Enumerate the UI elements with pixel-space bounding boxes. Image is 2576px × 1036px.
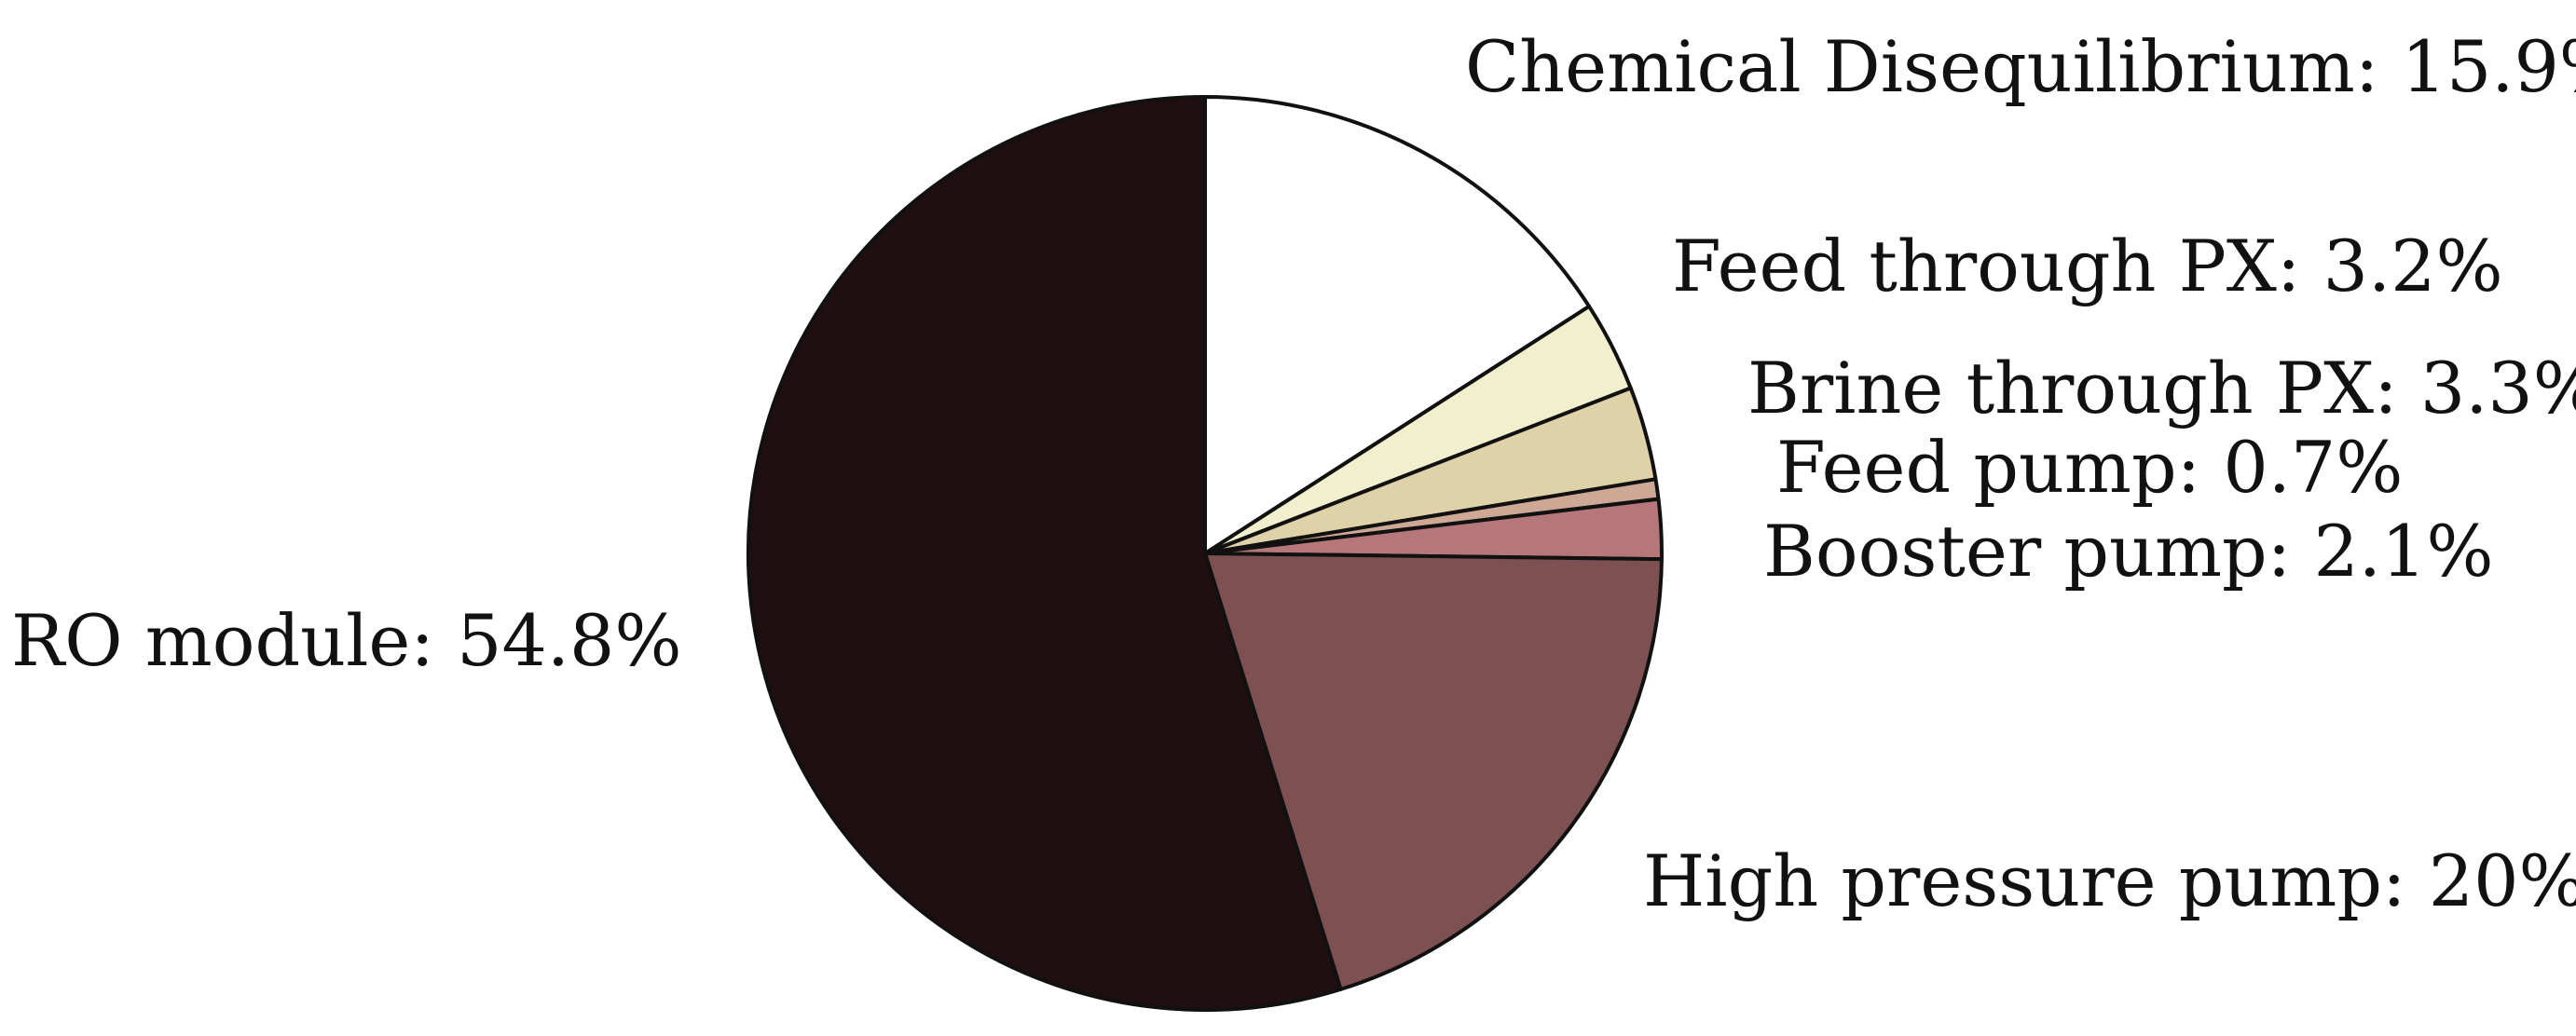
pie-labels: Chemical Disequilibrium: 15.9% Feed throu…: [11, 25, 2576, 922]
pie-slice-label-3: Brine through PX: 3.3%: [1747, 347, 2576, 429]
pie-slice-label-7: RO module: 54.8%: [11, 599, 682, 682]
pie-slice-label-1: Chemical Disequilibrium: 15.9%: [1465, 25, 2576, 108]
pie-slice-1: [1203, 95, 1592, 555]
pie-slice-6: [1203, 552, 1664, 991]
pie-slice-7: [746, 95, 1343, 1012]
pie-slice-label-6: High pressure pump: 20%: [1643, 839, 2576, 922]
pie-slice-label-2: Feed through PX: 3.2%: [1672, 225, 2503, 307]
pie-slice-label-4: Feed pump: 0.7%: [1776, 426, 2404, 509]
pie-slices: [746, 95, 1664, 1012]
pie-slice-label-5: Booster pump: 2.1%: [1763, 510, 2494, 593]
